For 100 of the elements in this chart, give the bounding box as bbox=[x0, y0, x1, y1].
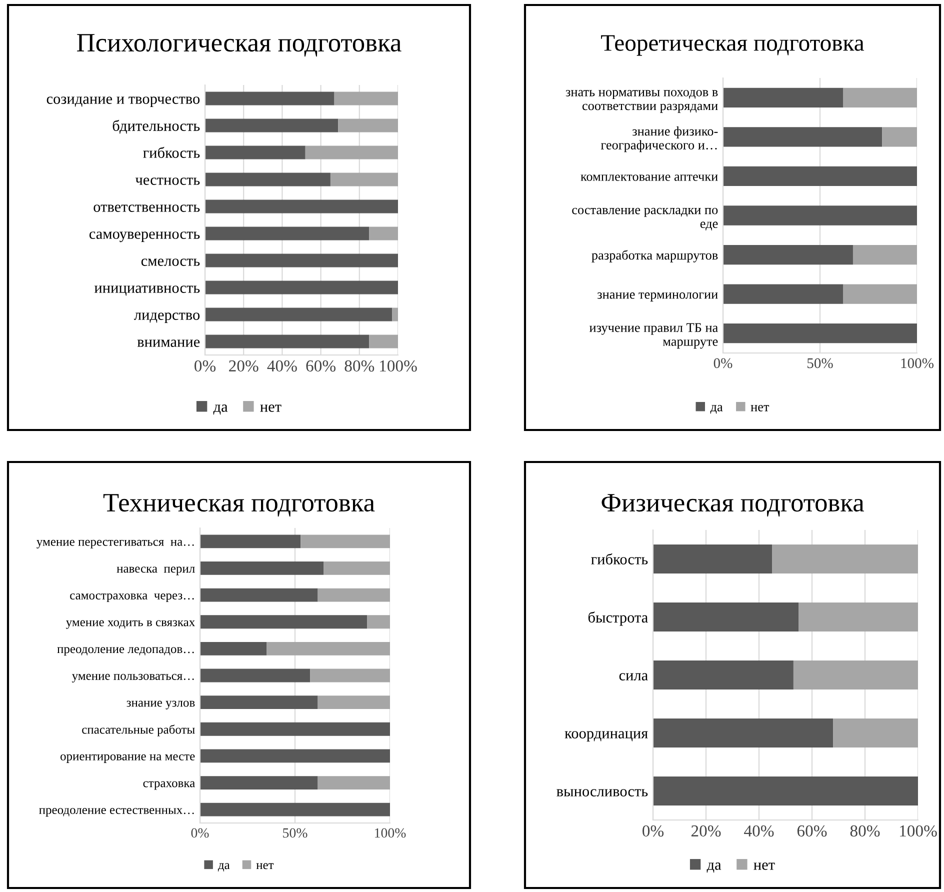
bar bbox=[300, 534, 390, 548]
y-tick-label: выносливость bbox=[556, 789, 648, 796]
y-tick-label: быстрота bbox=[588, 612, 648, 626]
y-tick-label: страховка bbox=[143, 781, 195, 790]
y-tick-label: составление раскладки по еде bbox=[572, 208, 718, 230]
bar bbox=[200, 615, 368, 629]
bar bbox=[305, 146, 398, 160]
y-tick-label: честность bbox=[135, 178, 200, 185]
y-tick-label: знание физико- географического и… bbox=[600, 126, 718, 152]
x-tick-label: 50% bbox=[283, 828, 308, 838]
bar bbox=[205, 334, 370, 348]
bar bbox=[200, 534, 301, 548]
y-tick-label: знание терминологии bbox=[597, 292, 718, 302]
legend-label: да bbox=[218, 863, 230, 872]
bar bbox=[200, 749, 390, 763]
bar bbox=[833, 718, 918, 748]
legend-label: нет bbox=[256, 863, 274, 870]
bar bbox=[392, 308, 398, 322]
bar bbox=[723, 284, 844, 304]
bar bbox=[205, 226, 370, 240]
y-tick-label: разработка маршрутов bbox=[592, 250, 718, 262]
x-tick-label: 100% bbox=[375, 828, 406, 838]
bar bbox=[798, 602, 918, 632]
legend-label: нет bbox=[754, 862, 775, 870]
y-tick-label: комплектование аптечки bbox=[580, 174, 718, 181]
legend-label: да bbox=[213, 404, 228, 415]
legend-label: да bbox=[706, 862, 722, 873]
bar bbox=[843, 284, 917, 304]
y-tick-label: смелость bbox=[141, 258, 200, 266]
bar bbox=[318, 776, 390, 790]
y-tick-label: умение ходить в связках bbox=[66, 620, 195, 629]
bar bbox=[205, 308, 392, 322]
y-tick-label: самостраховка через… bbox=[70, 593, 194, 602]
x-tick-label: 40% bbox=[267, 360, 297, 372]
x-tick-label: 0% bbox=[642, 825, 664, 837]
bar bbox=[723, 88, 844, 108]
bar bbox=[318, 696, 390, 710]
bar bbox=[318, 588, 390, 602]
bar bbox=[653, 660, 794, 690]
bar bbox=[338, 118, 398, 132]
bar bbox=[330, 172, 398, 186]
bar bbox=[205, 118, 338, 132]
bar bbox=[369, 226, 398, 240]
x-tick-label: 80% bbox=[850, 825, 880, 837]
x-tick-label: 80% bbox=[344, 360, 374, 372]
bar bbox=[772, 544, 918, 574]
y-tick-label: преодоление ледопадов… bbox=[57, 647, 194, 656]
bar bbox=[843, 88, 917, 108]
y-tick-label: спасательные работы bbox=[82, 724, 195, 736]
bar bbox=[205, 146, 306, 160]
bar bbox=[200, 588, 318, 602]
bar bbox=[723, 127, 882, 147]
bar bbox=[653, 544, 772, 574]
y-tick-label: созидание и творчество bbox=[46, 96, 200, 108]
bar bbox=[205, 254, 398, 268]
bar bbox=[310, 668, 390, 682]
y-tick-label: умение перестегиваться на… bbox=[36, 540, 194, 548]
x-tick-label: 20% bbox=[229, 360, 258, 372]
y-tick-label: самоуверенность bbox=[89, 232, 200, 242]
bar bbox=[723, 166, 917, 186]
x-tick-label: 40% bbox=[744, 825, 774, 837]
bar bbox=[200, 802, 390, 816]
x-tick-label: 0% bbox=[194, 360, 216, 372]
chart-title: Теоретическая подготовка bbox=[601, 35, 864, 56]
bar bbox=[205, 92, 334, 106]
y-tick-label: внимание bbox=[137, 340, 200, 347]
x-tick-label: 100% bbox=[380, 360, 417, 372]
y-tick-label: координация bbox=[564, 731, 648, 742]
legend-label: нет bbox=[260, 404, 282, 412]
bar bbox=[653, 776, 918, 806]
bar bbox=[723, 324, 917, 344]
x-tick-label: 60% bbox=[797, 825, 827, 837]
y-tick-label: умение пользоваться… bbox=[72, 674, 194, 683]
bar bbox=[200, 696, 318, 710]
bar bbox=[334, 92, 398, 106]
bar bbox=[205, 172, 330, 186]
bar bbox=[200, 668, 310, 682]
y-tick-label: ориентирование на месте bbox=[60, 754, 195, 763]
y-tick-label: лидерство bbox=[134, 312, 200, 324]
bar bbox=[205, 200, 398, 214]
bar bbox=[882, 127, 917, 147]
x-tick-label: 20% bbox=[691, 825, 721, 837]
x-tick-label: 60% bbox=[306, 360, 336, 372]
y-tick-label: инициативность bbox=[94, 286, 200, 296]
legend-label: нет bbox=[750, 404, 770, 412]
chart-title: Техническая подготовка bbox=[103, 494, 375, 516]
y-tick-label: знание узлов bbox=[126, 700, 195, 710]
bar bbox=[793, 660, 918, 690]
y-tick-label: гибкость bbox=[143, 146, 200, 158]
y-tick-label: изучение правил ТБ на маршруте bbox=[589, 323, 718, 349]
y-tick-label: знать нормативы походов в соответствии разрядами bbox=[566, 90, 718, 113]
bar bbox=[367, 615, 390, 629]
bar bbox=[266, 642, 390, 656]
bar bbox=[369, 334, 398, 348]
bar bbox=[200, 642, 266, 656]
bar bbox=[653, 718, 834, 748]
bar bbox=[653, 602, 799, 632]
x-tick-label: 0% bbox=[714, 358, 732, 368]
y-tick-label: навеска перил bbox=[116, 566, 195, 576]
y-tick-label: сила bbox=[619, 673, 648, 680]
